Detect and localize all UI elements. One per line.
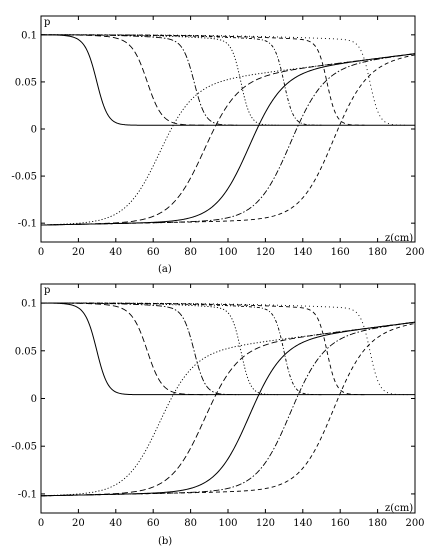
xtick-label: 160 (331, 518, 350, 529)
xtick-label: 0 (38, 518, 44, 529)
xtick-label: 80 (184, 247, 197, 258)
xtick-label: 40 (109, 518, 122, 529)
series-line-12 (40, 54, 416, 226)
xtick-label: 100 (218, 247, 237, 258)
xtick-label: 60 (147, 247, 160, 258)
series-line-6 (41, 34, 365, 126)
panel-a-label: (a) (158, 264, 172, 275)
series-line-12 (40, 322, 416, 497)
ytick-label: -0.05 (11, 172, 37, 183)
panel-a-frame (40, 15, 416, 243)
series-line-2 (41, 34, 208, 126)
panel-b-xticks: 0 20 40 60 80 100 120 140 160 180 200 (38, 284, 425, 529)
xtick-label: 20 (72, 247, 85, 258)
series-line-10 (40, 321, 416, 497)
panel-b-xlabel: z(cm) (385, 503, 413, 514)
series-line-10 (40, 53, 416, 226)
xtick-label: 160 (331, 247, 350, 258)
xtick-label: 80 (184, 518, 197, 529)
ytick-label: 0.05 (15, 77, 37, 88)
panel-b-yticks: 0.1 0.05 0 -0.05 -0.1 (11, 299, 415, 500)
series-line-4 (41, 302, 279, 396)
series-line-3 (41, 34, 240, 126)
xtick-label: 180 (368, 247, 387, 258)
series-line-4 (41, 34, 279, 126)
ytick-label: 0.05 (15, 346, 37, 357)
xtick-label: 60 (147, 518, 160, 529)
ytick-label: 0 (31, 394, 37, 405)
panel-a-ylabel: p (44, 17, 50, 28)
panel-a-yticks: 0.1 0.05 0 -0.05 -0.1 (11, 30, 415, 230)
xtick-label: 0 (38, 247, 44, 258)
ytick-label: -0.1 (18, 489, 37, 500)
series-line-6 (41, 302, 365, 396)
series-line-8 (40, 53, 416, 226)
xtick-label: 140 (293, 518, 312, 529)
series-line-2 (41, 302, 208, 396)
series-line-9 (40, 53, 416, 226)
panel-b: p z(cm) (b) 0.1 0.05 0 -0.05 -0.1 0 20 40 60 80 1… (11, 283, 425, 547)
series-line-5 (41, 302, 322, 396)
xtick-label: 120 (256, 518, 275, 529)
ytick-label: 0.1 (21, 30, 37, 41)
series-line-8 (40, 321, 416, 497)
series-line-11 (40, 53, 416, 226)
xtick-label: 200 (405, 247, 424, 258)
xtick-label: 20 (72, 518, 85, 529)
xtick-label: 140 (293, 247, 312, 258)
ytick-label: -0.05 (11, 442, 37, 453)
panel-a-xlabel: z(cm) (385, 233, 413, 244)
xtick-label: 120 (256, 247, 275, 258)
series-line-1 (41, 34, 415, 126)
panel-b-curves (40, 302, 416, 497)
panel-b-ylabel: p (44, 285, 50, 296)
ytick-label: -0.1 (18, 219, 37, 230)
xtick-label: 200 (405, 518, 424, 529)
xtick-label: 40 (109, 247, 122, 258)
ytick-label: 0.1 (21, 299, 37, 310)
panel-b-label: (b) (158, 536, 172, 547)
panel-b-frame (40, 283, 416, 514)
series-line-9 (40, 321, 416, 497)
ytick-label: 0 (31, 125, 37, 136)
panel-a-xticks: 0 20 40 60 80 100 120 140 160 180 200 (38, 16, 425, 258)
xtick-label: 100 (218, 518, 237, 529)
series-line-3 (41, 302, 240, 396)
series-line-11 (40, 321, 416, 497)
panel-a-curves (40, 34, 416, 226)
xtick-label: 180 (368, 518, 387, 529)
panel-a: p z(cm) (a) 0.1 0.05 0 -0.05 -0.1 0 20 40 60 80 1… (11, 15, 425, 275)
series-line-1 (41, 302, 415, 396)
